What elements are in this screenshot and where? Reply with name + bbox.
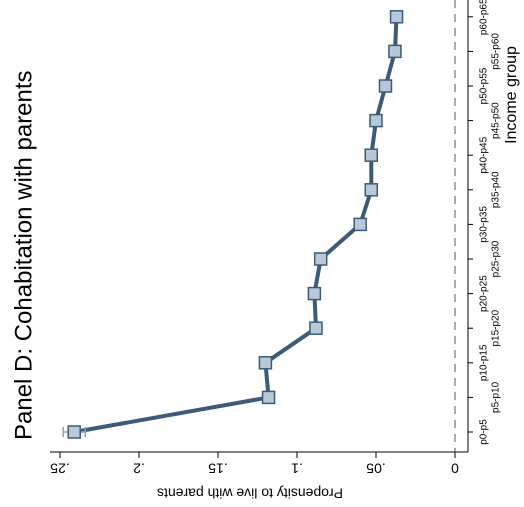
marker [353, 217, 367, 232]
y-tick-label: .1 [291, 460, 303, 476]
x-tick-label: p20-p25 [479, 275, 490, 312]
x-tick-label: p55-p60 [491, 33, 502, 70]
x-tick-label: p60-p65 [479, 0, 490, 35]
marker [307, 286, 322, 301]
marker [389, 10, 404, 24]
marker [388, 44, 402, 59]
x-axis-title: Income group [503, 46, 520, 144]
x-tick-label: p25-p30 [491, 240, 502, 277]
marker [364, 183, 379, 197]
marker [364, 148, 379, 162]
x-tick-label: p40-p45 [479, 136, 490, 173]
chart-title: Panel D: Cohabitation with parents [10, 70, 37, 440]
marker [378, 79, 393, 93]
marker [258, 356, 273, 370]
marker [313, 252, 328, 266]
marker [369, 113, 383, 128]
x-tick-label: p35-p40 [491, 171, 502, 208]
x-tick-label: p15-p20 [491, 309, 502, 346]
x-tick-label: p0-p5 [479, 419, 490, 445]
y-tick-label: .05 [366, 460, 386, 476]
y-tick-label: .15 [208, 460, 228, 476]
y-axis-title: Propensity to live with parents [157, 485, 343, 501]
x-tick-label: p5-p10 [491, 381, 502, 413]
x-tick-label: p50-p55 [479, 67, 490, 104]
marker [67, 425, 81, 439]
x-tick-label: p10-p15 [479, 344, 490, 381]
marker [309, 321, 323, 335]
marker [261, 390, 276, 405]
x-tick-label: p45-p50 [491, 102, 502, 139]
y-tick-label: 0 [451, 460, 459, 476]
x-tick-label: p30-p35 [479, 206, 490, 243]
y-tick-label: .2 [133, 460, 145, 476]
y-tick-label: .25 [50, 460, 70, 476]
